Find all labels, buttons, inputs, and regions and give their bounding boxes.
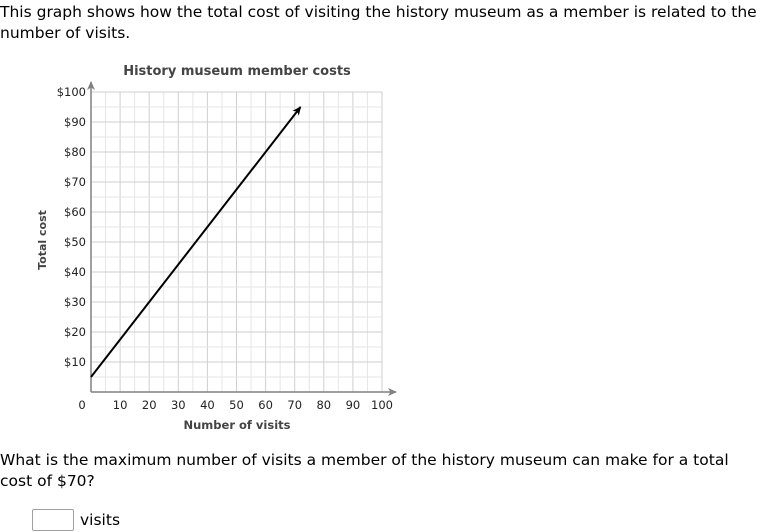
series xyxy=(90,106,302,378)
chart-title: History museum member costs xyxy=(123,64,351,79)
y-tick-label: $30 xyxy=(64,295,86,309)
question-text: What is the maximum number of visits a m… xyxy=(0,451,729,490)
x-tick-label: 30 xyxy=(171,398,186,412)
x-tick-label: 10 xyxy=(113,398,128,412)
series-line xyxy=(90,106,302,378)
x-tick-label: 20 xyxy=(142,398,157,412)
y-tick-label: $40 xyxy=(64,265,86,279)
y-tick-label: $90 xyxy=(64,115,86,129)
answer-row: visits xyxy=(32,508,120,532)
y-axis-label: Total cost xyxy=(36,210,49,270)
origin-label: 0 xyxy=(78,398,85,412)
grid xyxy=(91,91,383,392)
x-tick-label: 100 xyxy=(371,398,393,412)
x-axis-label: Number of visits xyxy=(184,418,291,432)
y-tick-label: $80 xyxy=(64,145,86,159)
x-tick-label: 50 xyxy=(229,398,244,412)
answer-unit-label: visits xyxy=(80,511,121,529)
y-tick-label: $50 xyxy=(64,235,86,249)
x-tick-label: 40 xyxy=(200,398,215,412)
y-tick-label: $10 xyxy=(64,355,86,369)
axes xyxy=(87,81,397,396)
y-tick-label: $100 xyxy=(57,85,86,99)
x-tick-label: 90 xyxy=(346,398,361,412)
x-tick-label: 70 xyxy=(287,398,302,412)
y-tick-label: $60 xyxy=(64,205,86,219)
intro-text: This graph shows how the total cost of v… xyxy=(0,3,757,42)
y-tick-label: $70 xyxy=(64,175,86,189)
answer-input[interactable] xyxy=(32,509,74,531)
x-tick-label: 80 xyxy=(316,398,331,412)
y-tick-label: $20 xyxy=(64,325,86,339)
x-tick-label: 60 xyxy=(258,398,273,412)
tick-labels: 10 20 30 40 50 60 70 80 90 100 $10 $20 $30 $40 $50 $60 $… xyxy=(57,85,393,412)
